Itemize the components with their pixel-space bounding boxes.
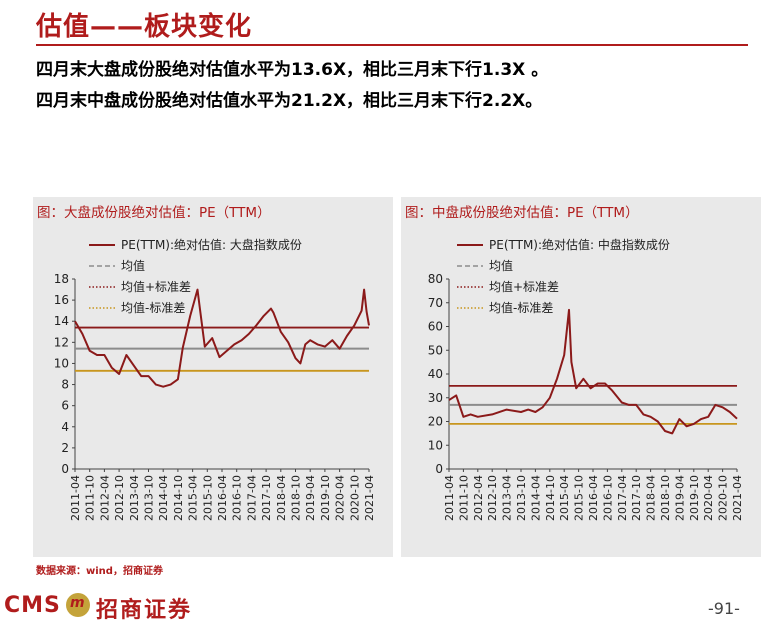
page-number: -91-	[708, 599, 740, 618]
x-tick-label: 2013-04	[501, 475, 514, 521]
x-tick-label: 2016-10	[231, 475, 244, 521]
x-tick-label: 2018-04	[275, 475, 288, 521]
x-tick-label: 2020-04	[334, 475, 347, 521]
y-tick-label: 14	[54, 314, 69, 328]
x-tick-label: 2018-10	[290, 475, 303, 521]
data-source-note: 数据来源：wind，招商证券	[36, 566, 163, 577]
x-tick-label: 2017-10	[260, 475, 273, 521]
title-divider	[36, 44, 748, 46]
y-tick-label: 8	[61, 378, 69, 392]
y-tick-label: 40	[428, 367, 443, 381]
y-tick-label: 18	[54, 272, 69, 286]
x-tick-label: 2020-04	[702, 475, 715, 521]
x-tick-label: 2013-04	[128, 475, 141, 521]
chart-panel-mid-cap: 图：中盘成份股绝对估值：PE（TTM） PE(TTM):绝对估值: 中盘指数成份…	[401, 197, 761, 557]
legend-label: 均值	[121, 258, 145, 273]
x-tick-label: 2012-04	[472, 475, 485, 521]
x-tick-label: 2016-04	[587, 475, 600, 521]
x-tick-label: 2014-04	[157, 475, 170, 521]
x-tick-label: 2021-04	[363, 475, 376, 521]
x-tick-label: 2019-04	[673, 475, 686, 521]
brand-name: 招商证券	[96, 598, 193, 623]
x-tick-label: 2015-04	[558, 475, 571, 521]
cms-logo-text: CMS	[4, 593, 61, 618]
x-tick-label: 2018-04	[645, 475, 658, 521]
y-tick-label: 10	[54, 356, 69, 370]
x-tick-label: 2019-10	[319, 475, 332, 521]
y-tick-label: 80	[428, 272, 443, 286]
x-tick-label: 2013-10	[515, 475, 528, 521]
y-tick-label: 10	[428, 438, 443, 452]
x-tick-label: 2017-04	[616, 475, 629, 521]
summary-mid-cap: 四月末中盘成份股绝对估值水平为21.2X，相比三月末下行2.2X。	[36, 91, 543, 111]
chart-title-large-cap: 图：大盘成份股绝对估值：PE（TTM）	[37, 205, 271, 221]
x-tick-label: 2019-04	[304, 475, 317, 521]
legend-label: 均值+标准差	[489, 279, 559, 294]
x-tick-label: 2018-10	[659, 475, 672, 521]
x-tick-label: 2011-10	[84, 475, 97, 521]
legend-label: 均值-标准差	[121, 300, 185, 315]
x-tick-label: 2020-10	[348, 475, 361, 521]
y-tick-label: 12	[54, 335, 69, 349]
footer: CMS m 招商证券 -91-	[0, 585, 762, 625]
cms-logo-icon: m	[66, 593, 90, 617]
x-tick-label: 2016-10	[601, 475, 614, 521]
x-tick-label: 2011-04	[69, 475, 82, 521]
page-title: 估值——板块变化	[36, 12, 253, 42]
summary-large-cap: 四月末大盘成份股绝对估值水平为13.6X，相比三月末下行1.3X 。	[36, 60, 549, 80]
chart-panel-large-cap: 图：大盘成份股绝对估值：PE（TTM） PE(TTM):绝对估值: 大盘指数成份…	[33, 197, 393, 557]
cms-logo-mark: m	[70, 595, 85, 611]
x-tick-label: 2015-04	[187, 475, 200, 521]
x-tick-label: 2012-10	[486, 475, 499, 521]
x-tick-label: 2019-10	[688, 475, 701, 521]
x-tick-label: 2015-10	[201, 475, 214, 521]
y-tick-label: 2	[61, 441, 69, 455]
legend-label: 均值-标准差	[489, 300, 553, 315]
legend-label: PE(TTM):绝对估值: 中盘指数成份	[489, 237, 670, 252]
y-tick-label: 20	[428, 415, 443, 429]
y-tick-label: 50	[428, 343, 443, 357]
y-tick-label: 16	[54, 293, 69, 307]
y-tick-label: 0	[435, 462, 443, 476]
x-tick-label: 2017-04	[245, 475, 258, 521]
y-tick-label: 30	[428, 391, 443, 405]
x-tick-label: 2011-04	[443, 475, 456, 521]
y-tick-label: 6	[61, 399, 69, 413]
y-tick-label: 0	[61, 462, 69, 476]
legend-label: 均值+标准差	[121, 279, 191, 294]
y-tick-label: 60	[428, 320, 443, 334]
x-tick-label: 2012-04	[98, 475, 111, 521]
x-tick-label: 2016-04	[216, 475, 229, 521]
y-tick-label: 4	[61, 420, 69, 434]
x-tick-label: 2013-10	[143, 475, 156, 521]
pe-series-line	[448, 308, 738, 435]
x-tick-label: 2012-10	[113, 475, 126, 521]
x-tick-label: 2014-04	[529, 475, 542, 521]
x-tick-label: 2014-10	[544, 475, 557, 521]
chart-title-mid-cap: 图：中盘成份股绝对估值：PE（TTM）	[405, 205, 639, 221]
legend-label: PE(TTM):绝对估值: 大盘指数成份	[121, 237, 302, 252]
x-tick-label: 2014-10	[172, 475, 185, 521]
x-tick-label: 2011-10	[457, 475, 470, 521]
legend-label: 均值	[489, 258, 513, 273]
x-tick-label: 2020-10	[717, 475, 730, 521]
x-tick-label: 2021-04	[731, 475, 744, 521]
x-tick-label: 2015-10	[573, 475, 586, 521]
y-tick-label: 70	[428, 296, 443, 310]
pe-series-line	[74, 288, 370, 388]
x-tick-label: 2017-10	[630, 475, 643, 521]
